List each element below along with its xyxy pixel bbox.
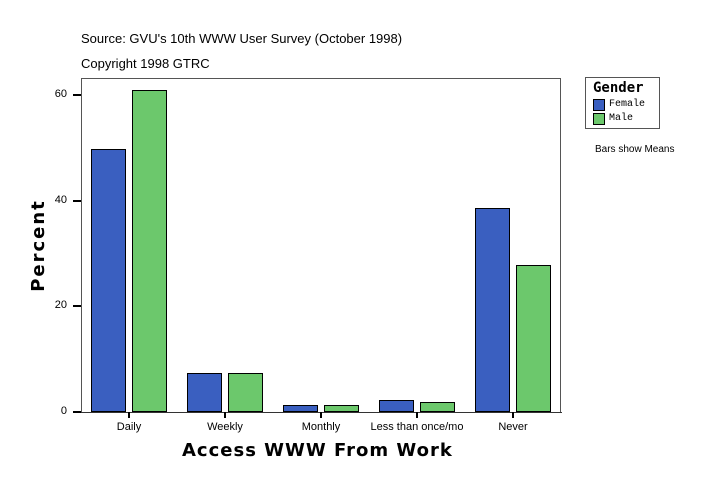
bar-male-never — [516, 265, 551, 412]
x-tick-label: Weekly — [207, 421, 243, 433]
source-caption: Source: GVU's 10th WWW User Survey (Octo… — [81, 31, 403, 46]
x-tick-label: Monthly — [301, 421, 341, 433]
x-tick — [416, 412, 418, 418]
bar-male-weekly — [228, 372, 263, 412]
y-tick-label: 20 — [54, 299, 67, 312]
legend: Gender Female Male — [585, 77, 660, 129]
bars-note: Bars show Means — [595, 144, 675, 155]
y-tick-label: 0 — [60, 405, 67, 417]
bar-female-monthly — [283, 405, 318, 412]
legend-title: Gender — [593, 80, 644, 96]
bar-male-less-than-once-mo — [420, 401, 455, 412]
y-tick-label: 60 — [54, 88, 67, 100]
y-tick — [73, 411, 81, 413]
y-axis-title: Percent — [27, 199, 49, 292]
x-tick — [224, 412, 226, 418]
x-tick — [512, 412, 514, 418]
x-tick-label: Never — [498, 421, 528, 433]
x-tick-label: Daily — [116, 421, 142, 433]
bar-female-never — [475, 208, 510, 412]
x-tick — [320, 412, 322, 418]
y-tick — [73, 94, 81, 96]
bar-male-daily — [132, 90, 167, 412]
legend-swatch-female — [593, 99, 605, 111]
legend-label-female: Female — [609, 99, 646, 110]
bar-female-weekly — [187, 372, 222, 412]
x-axis-title: Access WWW From Work — [182, 440, 453, 461]
bar-female-less-than-once-mo — [379, 399, 414, 412]
legend-label-male: Male — [609, 113, 634, 124]
bar-male-monthly — [324, 405, 359, 412]
plot-area — [81, 78, 561, 412]
x-tick — [128, 412, 130, 418]
x-tick-label: Less than once/mo — [370, 421, 464, 433]
legend-swatch-male — [593, 113, 605, 125]
copyright-caption: Copyright 1998 GTRC — [81, 56, 210, 71]
y-tick — [73, 199, 81, 202]
y-tick-label: 40 — [54, 193, 67, 206]
y-tick — [73, 305, 81, 308]
bar-female-daily — [91, 148, 126, 412]
